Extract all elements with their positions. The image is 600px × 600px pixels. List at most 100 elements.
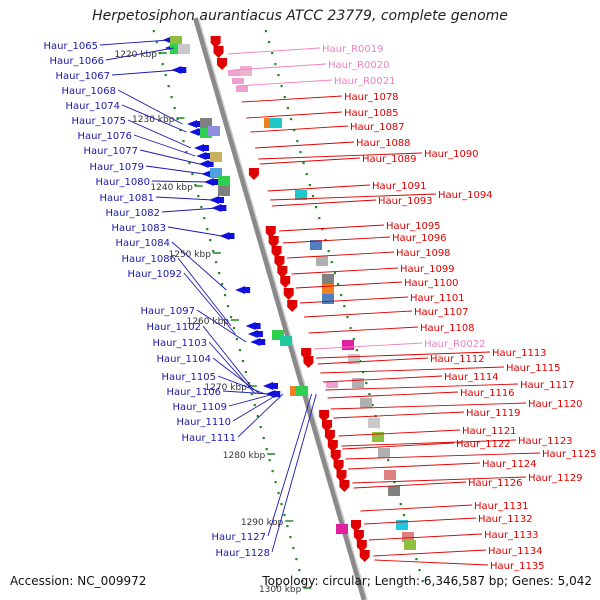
gene-label-leader: [316, 351, 491, 359]
tick-mark: [393, 481, 396, 484]
cog-category-box: [322, 284, 334, 294]
gene-label: Haur_1109: [172, 402, 227, 413]
forward-gene-arrow: [333, 467, 344, 472]
gene-label-leader: [259, 157, 361, 165]
gene-label: Haur_1065: [43, 41, 98, 52]
tick-mark: [336, 283, 340, 286]
gene-label-leader: [258, 152, 423, 160]
gene-label: Haur_1100: [404, 278, 459, 289]
gene-label-leader: [208, 341, 256, 395]
gene-label: Haur_1131: [474, 501, 529, 512]
forward-gene-body: [351, 520, 361, 527]
reverse-gene-body: [202, 145, 209, 151]
gene-label: Haur_R0022: [424, 339, 486, 350]
gene-label: Haur_1095: [386, 221, 441, 232]
tick-mark: [296, 140, 299, 143]
gene-label: Haur_1084: [115, 238, 170, 249]
tick-mark: [289, 536, 292, 539]
tick-mark: [349, 327, 352, 330]
tick-mark: [238, 349, 242, 352]
gene-label: Haur_1074: [65, 101, 120, 112]
forward-gene-body: [319, 410, 330, 417]
forward-gene-arrow: [217, 65, 228, 70]
reverse-gene-arrow: [187, 120, 197, 128]
gene-label-leader: [139, 149, 200, 165]
cog-category-box: [336, 524, 348, 534]
gene-label: Haur_1091: [372, 181, 427, 192]
accession-label: Accession: NC_009972: [10, 574, 147, 588]
reverse-gene-body: [212, 179, 219, 185]
forward-gene-body: [324, 430, 335, 437]
gene-label-leader: [322, 375, 443, 383]
gene-label-leader: [353, 481, 467, 489]
tick-mark: [340, 294, 343, 297]
tick-mark: [203, 217, 206, 220]
backbone-highlight: [197, 17, 368, 600]
gene-label-leader: [291, 267, 399, 275]
tick-mark: [253, 404, 256, 407]
tick-mark: [212, 250, 215, 253]
ruler-label: 1250 kbp: [169, 250, 212, 260]
gene-label: Haur_1090: [424, 149, 479, 160]
forward-gene-arrow: [327, 447, 338, 452]
tick-mark: [330, 261, 333, 264]
cog-category-box: [170, 36, 182, 46]
forward-gene-arrow: [336, 477, 347, 482]
tick-mark: [327, 250, 330, 253]
cog-category-box: [178, 44, 190, 54]
cog-category-box: [342, 340, 354, 350]
tick-mark: [387, 459, 390, 462]
forward-gene-arrow: [210, 43, 221, 48]
forward-gene-body: [359, 550, 370, 557]
forward-gene-body: [336, 470, 347, 477]
tick-mark: [343, 305, 346, 308]
tick-mark: [223, 294, 227, 297]
gene-label-leader: [270, 193, 437, 201]
tick-mark: [173, 107, 176, 110]
forward-gene-arrow: [248, 175, 259, 180]
gene-label: Haur_1120: [528, 399, 583, 410]
gene-label: Haur_1107: [414, 307, 469, 318]
gene-label: Haur_1097: [140, 306, 195, 317]
cog-category-box: [170, 44, 182, 54]
cog-category-box: [368, 418, 380, 428]
ruler-label: 1290 kbp: [241, 518, 284, 528]
gene-label-leader: [167, 226, 223, 237]
forward-gene-body: [248, 168, 259, 175]
gene-label-leader: [145, 165, 205, 175]
forward-gene-arrow: [268, 243, 279, 248]
reverse-gene-body: [228, 233, 235, 239]
gene-label-leader: [237, 79, 333, 87]
gene-label-leader: [300, 296, 409, 304]
tick-mark: [197, 195, 200, 198]
gene-label-leader: [177, 257, 232, 327]
gene-label-leader: [196, 309, 247, 343]
tick-mark: [289, 118, 293, 121]
gene-label-leader: [327, 391, 459, 399]
tick-mark: [161, 63, 164, 66]
reverse-gene-body: [244, 287, 251, 293]
forward-gene-arrow: [283, 295, 294, 300]
cog-category-box: [270, 118, 282, 128]
forward-gene-body: [330, 450, 341, 457]
forward-gene-arrow: [339, 487, 350, 492]
gene-label-leader: [227, 47, 321, 55]
tick-mark: [283, 514, 286, 517]
gene-label-leader: [232, 63, 327, 71]
gene-label: Haur_1083: [111, 223, 166, 234]
cog-category-box: [280, 336, 292, 346]
gene-label-leader: [228, 393, 275, 407]
cog-category-box: [310, 240, 322, 250]
ruler-label: 1270 kbp: [204, 383, 247, 393]
forward-gene-arrow: [330, 457, 341, 462]
gene-label: Haur_1089: [362, 154, 417, 165]
gene-label: Haur_1078: [344, 92, 399, 103]
gene-label: Haur_1105: [161, 372, 216, 383]
gene-label-leader: [250, 125, 349, 133]
tick-mark: [221, 283, 224, 286]
tick-mark: [232, 327, 236, 330]
tick-mark: [185, 151, 188, 154]
gene-label: Haur_1106: [166, 387, 221, 398]
gene-label: Haur_1096: [392, 233, 447, 244]
